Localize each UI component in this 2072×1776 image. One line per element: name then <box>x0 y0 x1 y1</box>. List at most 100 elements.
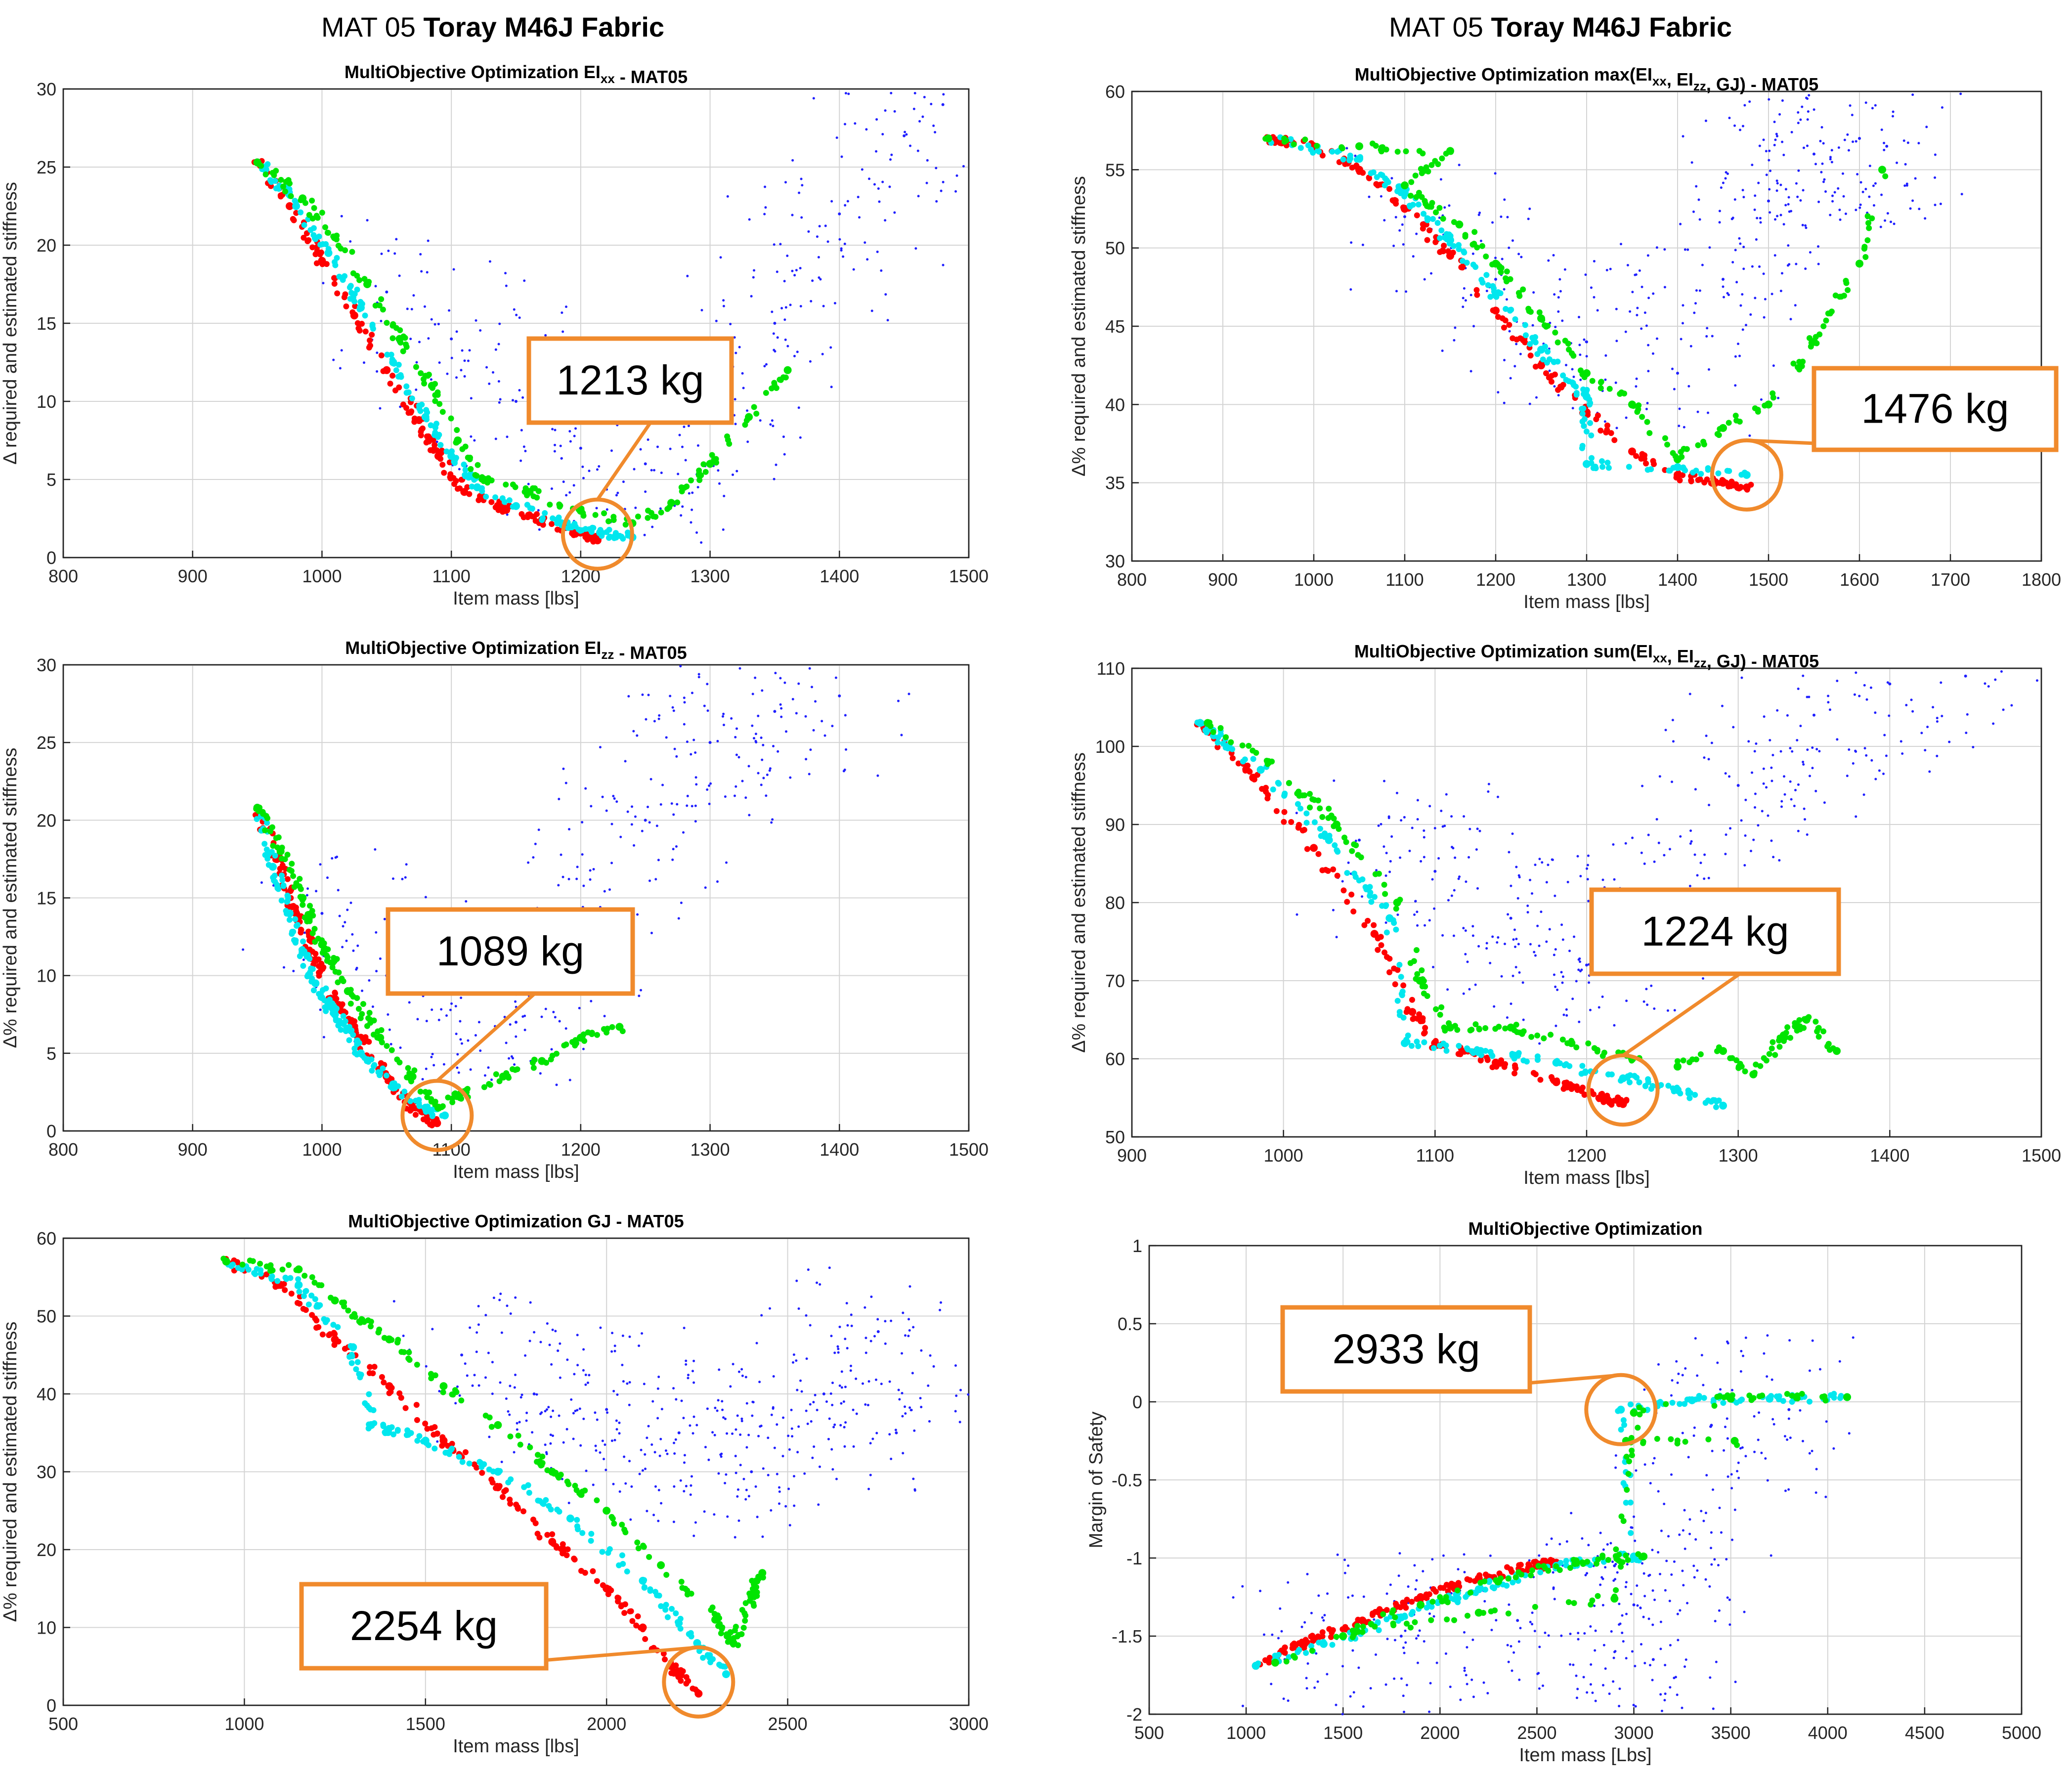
data-point <box>1554 1058 1560 1064</box>
data-point <box>1781 99 1784 102</box>
data-point <box>423 305 426 308</box>
data-point <box>1304 846 1310 852</box>
data-point <box>650 469 653 472</box>
data-point <box>1647 370 1650 373</box>
data-point <box>355 325 362 332</box>
data-point <box>1926 726 1929 729</box>
data-point <box>1823 317 1829 324</box>
data-point <box>1693 311 1696 314</box>
data-point <box>320 987 326 994</box>
data-point <box>400 401 406 408</box>
data-point <box>313 213 320 219</box>
data-point <box>321 940 327 947</box>
data-point <box>814 700 817 703</box>
data-point <box>1766 1051 1772 1057</box>
data-point <box>447 474 453 480</box>
data-point <box>1866 225 1872 231</box>
data-point <box>282 856 288 863</box>
data-point <box>1634 409 1640 415</box>
data-point <box>682 831 685 834</box>
data-point <box>1802 674 1805 677</box>
data-point <box>592 1483 595 1486</box>
data-point <box>548 1343 551 1346</box>
data-point <box>514 1296 517 1299</box>
data-point <box>1731 260 1734 263</box>
data-point <box>275 834 282 840</box>
data-point <box>691 491 694 494</box>
data-point <box>1693 853 1696 856</box>
data-point <box>477 1323 480 1326</box>
data-point <box>303 931 306 934</box>
data-point <box>475 462 481 468</box>
data-point <box>1443 1047 1450 1054</box>
data-point <box>487 1351 490 1354</box>
data-point <box>876 774 879 777</box>
data-point <box>1776 1035 1783 1041</box>
data-point <box>293 937 299 944</box>
data-point <box>1749 850 1752 853</box>
data-point <box>959 1388 962 1391</box>
data-point <box>576 1364 579 1367</box>
data-point <box>1534 351 1541 357</box>
data-point <box>1400 982 1407 989</box>
data-point <box>427 239 430 242</box>
data-point <box>606 1585 612 1592</box>
data-point <box>1511 832 1514 835</box>
data-point <box>1870 759 1873 762</box>
data-point <box>1507 276 1513 282</box>
x-tick-label: 1400 <box>1658 569 1697 590</box>
data-point <box>1738 237 1741 240</box>
data-point <box>387 249 390 252</box>
data-point <box>725 1473 728 1476</box>
data-point <box>721 1400 724 1403</box>
data-point <box>1811 767 1814 770</box>
data-point <box>498 1299 501 1301</box>
data-point <box>621 1610 628 1616</box>
data-point <box>1441 242 1447 249</box>
data-point <box>413 364 419 370</box>
data-point <box>551 1471 557 1477</box>
data-point <box>395 361 402 368</box>
data-point <box>1883 734 1886 736</box>
data-point <box>436 401 443 407</box>
data-point <box>1891 115 1894 118</box>
data-point <box>267 1268 273 1274</box>
data-point <box>1757 1063 1764 1069</box>
data-point <box>747 1495 750 1498</box>
data-point <box>1501 324 1507 331</box>
data-point <box>425 1020 428 1023</box>
data-point <box>454 1402 457 1405</box>
data-point <box>670 802 673 805</box>
x-tick-label: 1300 <box>1567 569 1606 590</box>
data-point <box>1520 256 1523 259</box>
data-point <box>305 894 308 897</box>
data-point <box>380 368 387 374</box>
data-point <box>408 1078 414 1084</box>
data-point <box>1504 268 1510 275</box>
data-point <box>509 1023 512 1026</box>
title-span: - MAT05 <box>615 67 688 87</box>
data-point <box>1349 848 1355 854</box>
data-point <box>352 303 358 309</box>
data-point <box>875 1431 878 1434</box>
data-point <box>252 1271 259 1277</box>
data-point <box>779 677 782 680</box>
data-point <box>1630 403 1637 409</box>
data-point <box>1436 205 1443 211</box>
data-point <box>584 787 587 790</box>
data-point <box>506 435 509 438</box>
data-point <box>562 767 565 770</box>
data-point <box>1398 229 1401 232</box>
data-point <box>935 167 938 170</box>
data-point <box>554 429 557 432</box>
data-point <box>605 1550 611 1556</box>
data-point <box>332 968 339 975</box>
data-point <box>1579 1084 1586 1091</box>
data-point <box>247 1257 253 1264</box>
data-point <box>604 1026 610 1032</box>
data-point <box>574 1409 577 1412</box>
data-point <box>1608 1101 1615 1108</box>
data-point <box>742 1477 745 1480</box>
data-point <box>912 1477 915 1480</box>
data-point <box>1742 267 1745 270</box>
